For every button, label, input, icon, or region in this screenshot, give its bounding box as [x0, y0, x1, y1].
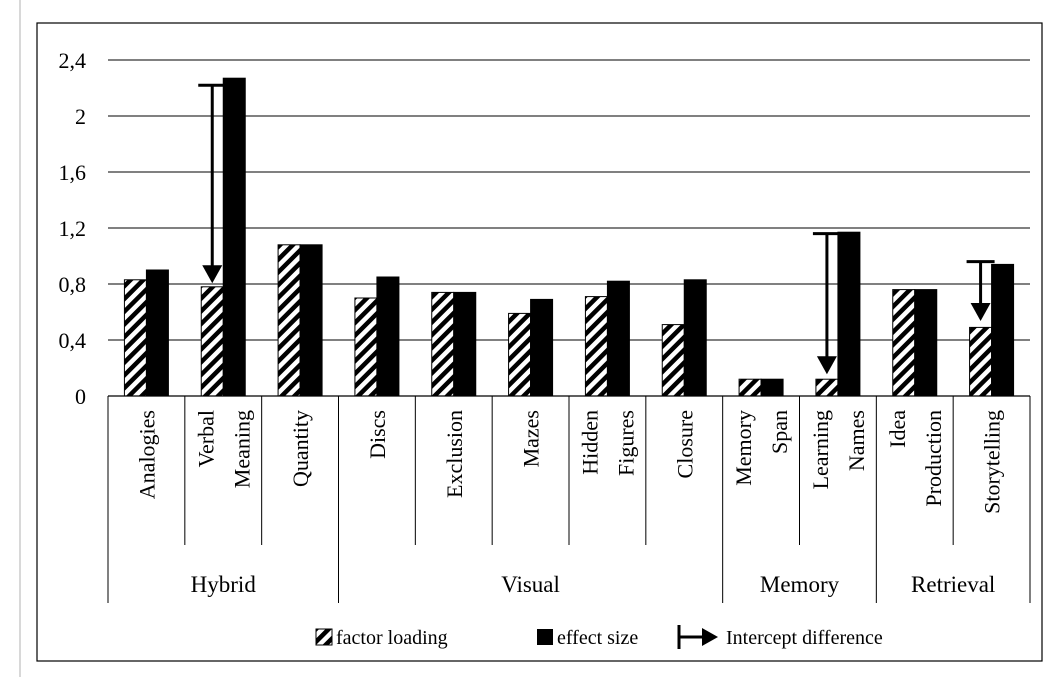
y-tick-label: 1,6 [59, 160, 87, 185]
category-label: Figures [613, 410, 638, 476]
intercept-arrow-head [816, 356, 837, 375]
legend-swatch-solid [537, 629, 553, 645]
legend-arrow-head [702, 628, 718, 646]
bar-factor-loading [123, 279, 147, 397]
category-label: Exclusion [442, 410, 467, 498]
bar-effect-size [606, 280, 630, 397]
legend-item: Intercept difference [677, 625, 883, 649]
bar-factor-loading [277, 244, 301, 397]
category-label: Meaning [229, 410, 254, 488]
y-tick-label: 2,4 [59, 48, 87, 73]
bar-factor-loading [584, 296, 608, 397]
bar-effect-size [991, 263, 1015, 397]
y-axis-ticks: 0 0,4 0,8 1,2 1,6 2 2,4 [59, 48, 87, 409]
category-label: Storytelling [980, 410, 1005, 514]
bar-effect-size [530, 298, 554, 397]
category-label: Closure [672, 410, 697, 478]
category-label: Idea [885, 410, 910, 448]
legend-swatch-hatched [315, 628, 333, 646]
legend-item: factor loading [315, 627, 448, 649]
y-tick-label: 1,2 [59, 216, 87, 241]
gridlines [108, 59, 1030, 397]
category-label: Learning [808, 410, 833, 489]
legend-label: factor loading [336, 627, 448, 649]
bar-factor-loading [969, 326, 993, 397]
category-label: Mazes [519, 410, 544, 467]
bar-effect-size [760, 378, 784, 397]
bar-factor-loading [354, 297, 378, 397]
chart-frame [36, 22, 1043, 662]
bar-effect-size [683, 279, 707, 397]
bar-factor-loading [431, 291, 455, 397]
legend-label: effect size [557, 627, 638, 649]
y-tick-label: 2 [75, 104, 86, 129]
bar-effect-size [453, 291, 477, 397]
category-label: Span [767, 410, 792, 454]
group-label: Hybrid [191, 572, 257, 597]
bar-factor-loading [738, 378, 762, 397]
bar-effect-size [914, 289, 938, 397]
group-label: Visual [501, 572, 560, 597]
intercept-arrow-head [970, 303, 991, 321]
category-label: Verbal [193, 410, 218, 467]
category-label: Analogies [134, 410, 159, 499]
legend-label: Intercept difference [726, 627, 883, 649]
bar-factor-loading [892, 289, 916, 397]
bar-effect-size [145, 269, 169, 397]
category-label: Production [921, 410, 946, 507]
bar-effect-size [299, 244, 323, 397]
bar-effect-size [376, 276, 400, 397]
category-label: Names [844, 410, 869, 471]
intercept-arrow [966, 260, 995, 321]
bar-factor-loading [815, 378, 839, 397]
bars [123, 77, 1015, 397]
category-label: Memory [731, 410, 756, 486]
category-label: Hidden [577, 410, 602, 475]
category-axis: Analogies Verbal Meaning Quantity Discs Exclu… [107, 395, 1031, 603]
bar-factor-loading [200, 286, 224, 397]
legend: factor loading effect size Intercept diffe… [315, 625, 883, 649]
intercept-arrows [198, 83, 995, 375]
intercept-arrow-head [202, 265, 223, 284]
bar-factor-loading [661, 324, 685, 397]
intercept-arrow [812, 232, 841, 375]
y-tick-label: 0 [75, 384, 86, 409]
intercept-arrow [198, 83, 227, 284]
bar-effect-size [837, 231, 861, 397]
category-label: Discs [365, 410, 390, 459]
category-label: Quantity [288, 410, 313, 487]
bar-effect-size [222, 77, 246, 397]
y-tick-label: 0,4 [59, 328, 87, 353]
y-tick-label: 0,8 [59, 272, 87, 297]
group-label: Retrieval [911, 572, 995, 597]
legend-item: effect size [537, 627, 638, 649]
group-label: Memory [760, 572, 840, 597]
bar-factor-loading [508, 312, 532, 397]
